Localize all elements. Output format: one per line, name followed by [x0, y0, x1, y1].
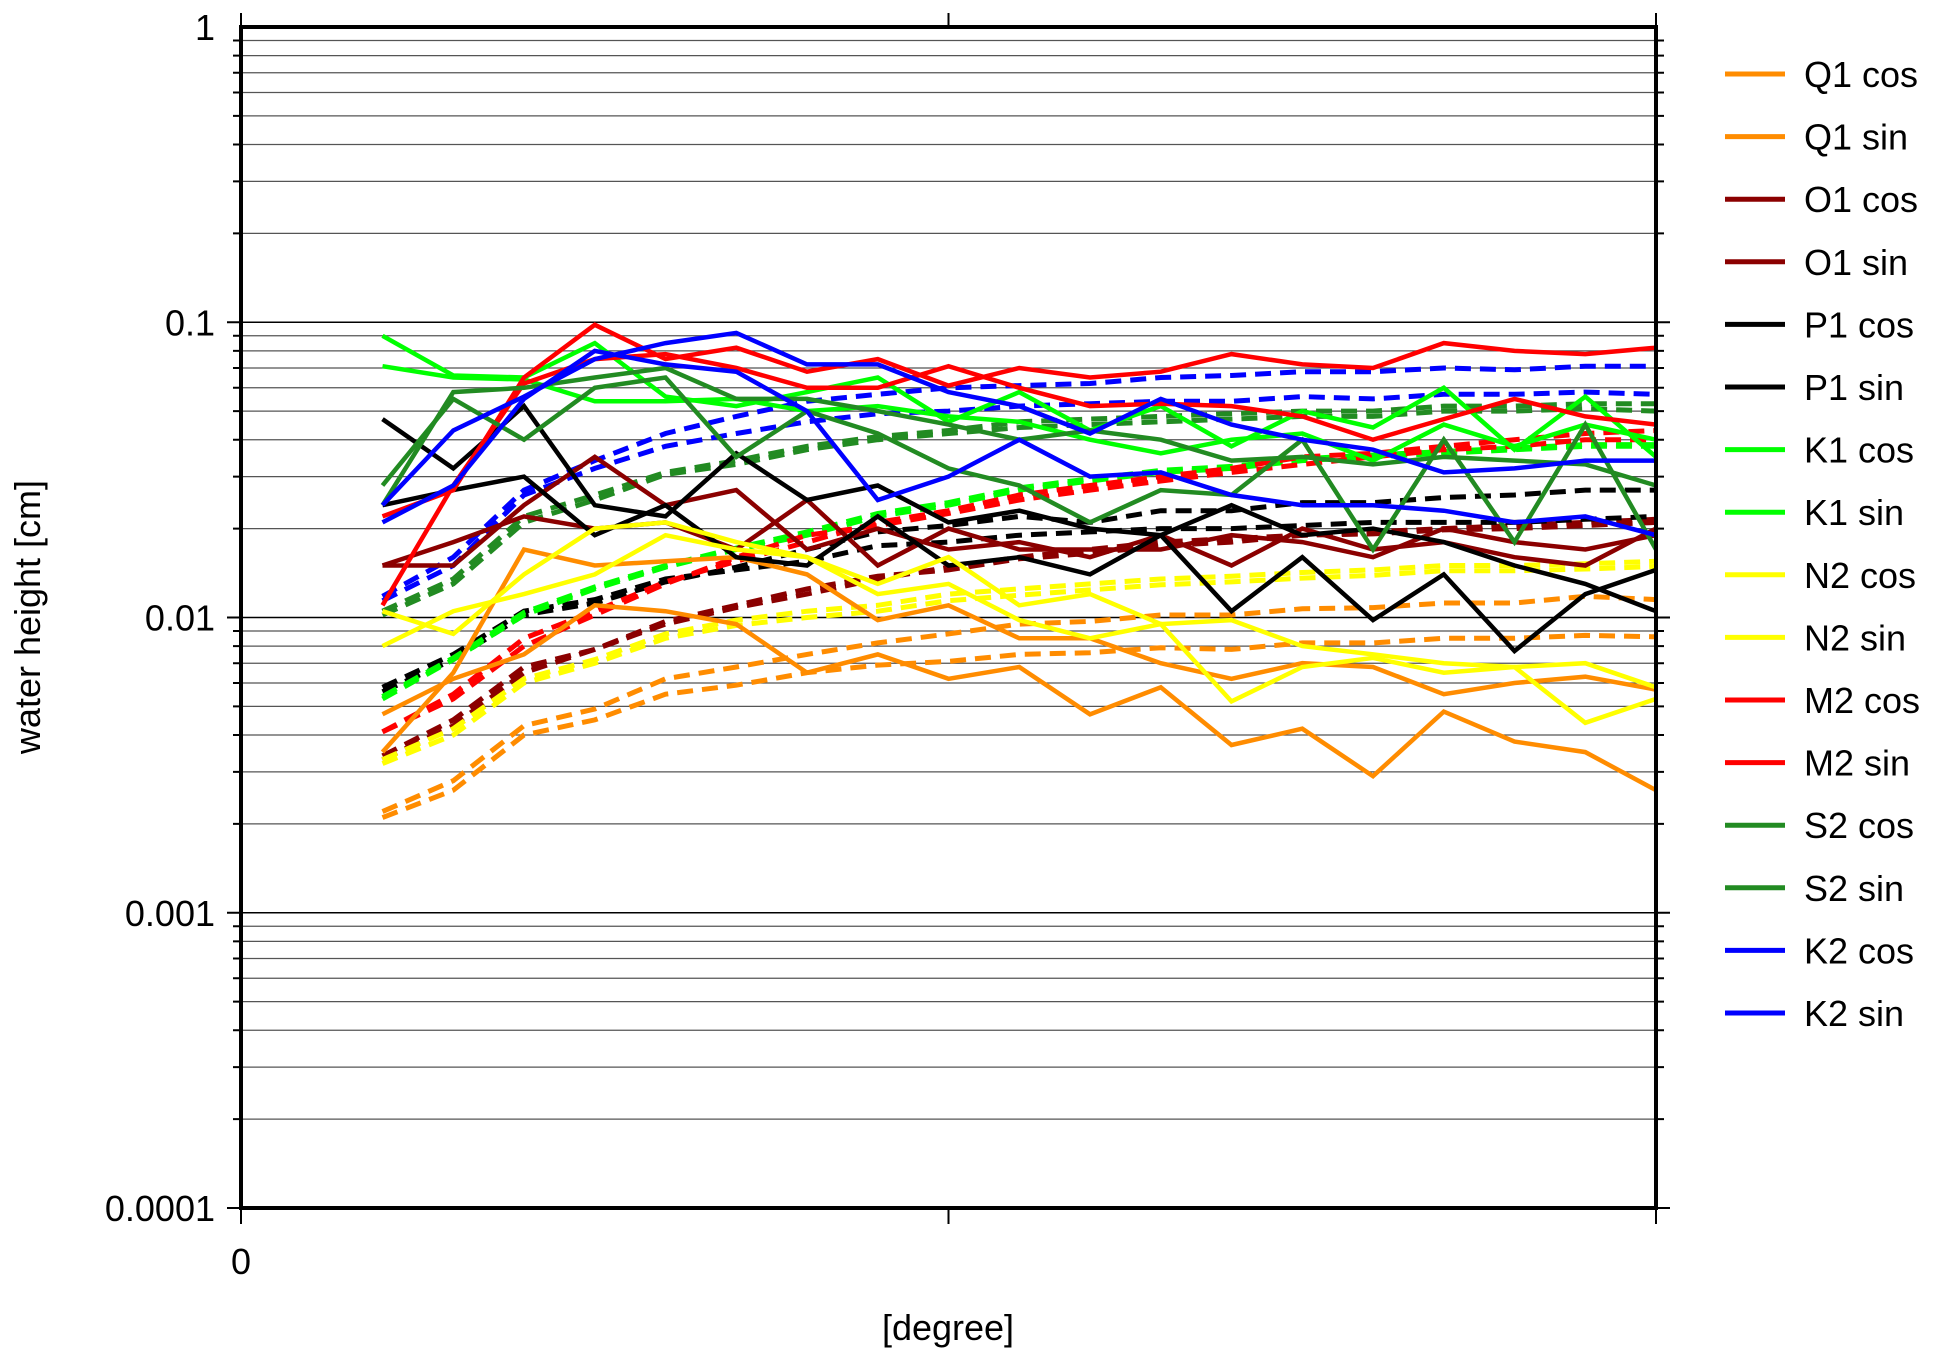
legend-item: N2 cos	[1725, 555, 1916, 596]
legend-item: Q1 sin	[1725, 117, 1908, 158]
legend-label: K1 sin	[1804, 492, 1904, 533]
legend-item: O1 sin	[1725, 242, 1908, 283]
legend-label: K2 cos	[1804, 930, 1914, 971]
legend-label: K1 cos	[1804, 430, 1914, 471]
series-line-k1-sin	[382, 363, 1657, 464]
legend-item: K2 sin	[1725, 993, 1904, 1034]
series-dashed-m2-sin	[381, 437, 1656, 735]
legend-label: O1 cos	[1804, 179, 1918, 220]
series-line-k1-cos	[381, 333, 1658, 459]
y-tick-label: 0.001	[125, 893, 215, 934]
series-dashed-n2-cos	[381, 558, 1657, 762]
series-dashed-q1-sin	[381, 632, 1657, 820]
series-line-m2-cos	[381, 322, 1657, 519]
legend-item: S2 sin	[1725, 868, 1904, 909]
legend-item: S2 cos	[1725, 805, 1914, 846]
legend-label: M2 sin	[1804, 743, 1910, 784]
legend-label: Q1 cos	[1804, 54, 1918, 95]
y-axis-label: water height [cm]	[7, 480, 48, 755]
legend-item: K1 cos	[1725, 430, 1914, 471]
legend-item: P1 sin	[1725, 367, 1904, 408]
legend-label: P1 sin	[1804, 367, 1904, 408]
series-line-s2-cos	[380, 375, 1658, 554]
legend-label: K2 sin	[1804, 993, 1904, 1034]
series-dashed-s2-sin	[381, 406, 1657, 618]
series-dashed-p1-cos	[381, 513, 1657, 690]
series-line-p1-sin	[382, 474, 1657, 614]
series-line-k2-cos	[380, 330, 1656, 507]
legend-item: Q1 cos	[1725, 54, 1918, 95]
series-line-n2-sin	[381, 532, 1657, 726]
legend: Q1 cos Q1 sin O1 cos O1 sin P1 cos P1 sin K1 c…	[1725, 54, 1920, 1034]
series-lines	[380, 322, 1658, 820]
y-tick-label: 0.0001	[105, 1188, 215, 1229]
legend-item: K1 sin	[1725, 492, 1904, 533]
series-line-p1-cos	[381, 402, 1657, 655]
series-line-k2-sin	[381, 348, 1657, 538]
legend-item: N2 sin	[1725, 617, 1906, 658]
legend-item: M2 cos	[1725, 680, 1920, 721]
legend-item: P1 cos	[1725, 304, 1914, 345]
legend-item: K2 cos	[1725, 930, 1914, 971]
x-tick-label: 0	[231, 1241, 251, 1282]
series-dashed-n2-sin	[381, 563, 1657, 766]
x-axis-label: [degree]	[882, 1307, 1014, 1348]
y-tick-label: 0.01	[145, 598, 215, 639]
legend-item: M2 sin	[1725, 743, 1910, 784]
legend-item: O1 cos	[1725, 179, 1918, 220]
legend-label: M2 cos	[1804, 680, 1920, 721]
legend-label: Q1 sin	[1804, 117, 1908, 158]
series-line-q1-sin	[380, 546, 1657, 754]
series-line-n2-cos	[381, 520, 1657, 690]
legend-label: N2 cos	[1804, 555, 1916, 596]
legend-label: O1 sin	[1804, 242, 1908, 283]
y-tick-label: 0.1	[165, 302, 215, 343]
series-dashed-p1-sin	[381, 487, 1656, 695]
legend-label: S2 sin	[1804, 868, 1904, 909]
series-line-q1-cos	[381, 602, 1658, 793]
axis-ticks: 1 0.1 0.01 0.001 0.0001 0	[105, 7, 1670, 1282]
legend-label: P1 cos	[1804, 304, 1914, 345]
series-dashed-q1-cos	[381, 593, 1657, 814]
series-dashed-m2-cos	[381, 428, 1657, 735]
legend-label: S2 cos	[1804, 805, 1914, 846]
legend-label: N2 sin	[1804, 617, 1906, 658]
grid	[241, 26, 1656, 1209]
y-tick-label: 1	[195, 7, 215, 48]
